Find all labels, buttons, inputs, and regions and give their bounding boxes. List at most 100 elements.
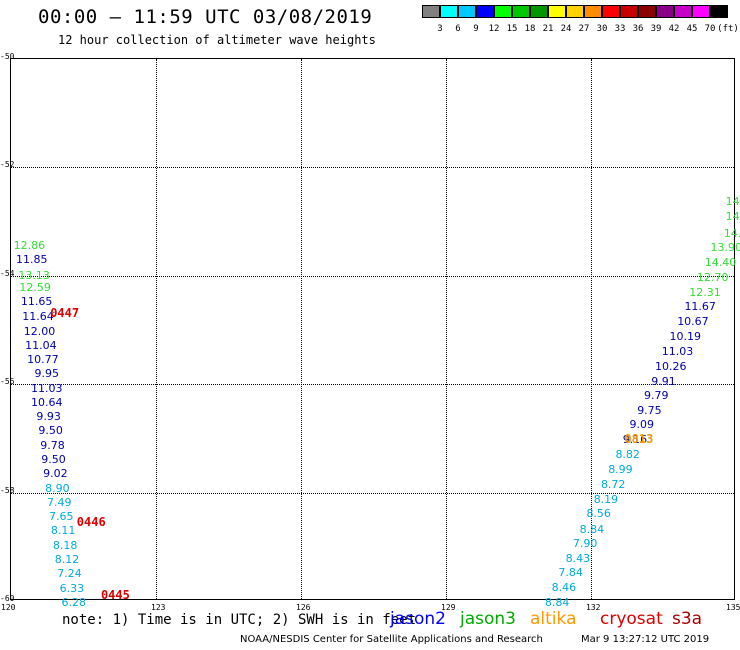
wave-height-value: 7.84 bbox=[558, 566, 583, 580]
color-scale-label: 39 bbox=[650, 24, 662, 34]
legend-jason3: jason3 bbox=[460, 609, 516, 629]
map-plot-area bbox=[10, 58, 735, 600]
color-swatch bbox=[710, 5, 728, 18]
legend-cryosat: cryosat bbox=[600, 609, 663, 629]
pass-time-label: 0813 bbox=[624, 431, 654, 446]
wave-height-value: 12.86 bbox=[13, 239, 46, 253]
wave-height-value: 10.26 bbox=[654, 359, 687, 373]
wave-height-value: 8.43 bbox=[565, 551, 591, 565]
wave-height-value: 8.11 bbox=[50, 524, 76, 538]
color-swatch bbox=[638, 5, 656, 18]
color-swatch bbox=[422, 5, 440, 18]
wave-height-value: 14 bbox=[725, 210, 740, 224]
latitude-label: -60 bbox=[0, 594, 15, 603]
color-scale-label: 15 bbox=[506, 24, 518, 34]
wave-height-value: 8.84 bbox=[544, 596, 570, 610]
wave-height-value: 14 bbox=[725, 195, 740, 209]
color-swatch bbox=[584, 5, 602, 18]
wave-height-value: 9.91 bbox=[651, 374, 676, 388]
wave-height-value: 10.19 bbox=[669, 329, 701, 343]
wave-height-value: 8.90 bbox=[45, 481, 70, 495]
pass-time-label: 0445 bbox=[100, 587, 130, 602]
wave-height-value: 10.77 bbox=[27, 353, 59, 367]
color-swatch bbox=[566, 5, 584, 18]
color-scale-label: 21 bbox=[542, 24, 554, 34]
footer-note: note: 1) Time is in UTC; 2) SWH is in fe… bbox=[62, 612, 417, 628]
latitude-label: -52 bbox=[0, 160, 15, 170]
longitude-label: 123 bbox=[151, 603, 166, 612]
wave-height-value: 11.85 bbox=[16, 253, 48, 267]
color-swatch bbox=[656, 5, 674, 18]
wave-height-value: 10.67 bbox=[677, 315, 709, 329]
longitude-gridline bbox=[591, 59, 592, 599]
wave-height-value: 7.90 bbox=[572, 537, 598, 551]
latitude-label: -58 bbox=[0, 485, 15, 495]
color-scale-label: 70 bbox=[704, 24, 716, 34]
longitude-label: 126 bbox=[296, 603, 311, 612]
color-swatch bbox=[548, 5, 566, 18]
wave-height-value: 8.84 bbox=[579, 522, 605, 536]
color-scale-label: 30 bbox=[596, 24, 608, 34]
latitude-label: -56 bbox=[0, 377, 15, 387]
wave-height-value: 8.56 bbox=[586, 507, 611, 521]
map-subtitle: 12 hour collection of altimeter wave hei… bbox=[58, 33, 376, 47]
wave-height-value: 14.40 bbox=[704, 255, 737, 269]
wave-height-value: 10.64 bbox=[30, 395, 63, 409]
color-swatch bbox=[440, 5, 458, 18]
wave-height-value: 12.70 bbox=[697, 271, 729, 285]
color-swatch bbox=[674, 5, 692, 18]
wave-height-value: 9.95 bbox=[34, 366, 59, 380]
wave-height-value: 7.65 bbox=[48, 510, 74, 524]
latitude-gridline bbox=[11, 384, 734, 386]
color-scale-label: 45 bbox=[686, 24, 698, 34]
wave-height-value: 9.79 bbox=[643, 389, 669, 403]
latitude-label: -54 bbox=[0, 268, 15, 278]
wave-height-value: 11.67 bbox=[684, 300, 716, 314]
wave-height-value: 12.59 bbox=[19, 280, 51, 294]
color-swatch bbox=[692, 5, 710, 18]
credit-text: NOAA/NESDIS Center for Satellite Applica… bbox=[240, 634, 543, 645]
wave-height-value: 9.09 bbox=[629, 418, 654, 432]
wave-height-value: 8.72 bbox=[600, 478, 626, 492]
map-title: 00:00 – 11:59 UTC 03/08/2019 bbox=[38, 6, 373, 28]
wave-height-value: 11.65 bbox=[20, 295, 53, 309]
legend-altika: altika bbox=[530, 609, 577, 629]
wave-height-value: 11.03 bbox=[30, 381, 63, 395]
wave-height-value: 7.49 bbox=[47, 495, 72, 509]
legend-jason2: jason2 bbox=[390, 609, 446, 629]
color-scale-label: 36 bbox=[632, 24, 644, 34]
color-scale-label: 12 bbox=[488, 24, 500, 34]
timestamp-text: Mar 9 13:27:12 UTC 2019 bbox=[581, 634, 710, 645]
longitude-label: 129 bbox=[441, 603, 456, 612]
color-swatch bbox=[494, 5, 512, 18]
wave-height-value: 7.24 bbox=[57, 566, 82, 580]
wave-height-value: 11.04 bbox=[25, 338, 57, 352]
color-swatch bbox=[620, 5, 638, 18]
wave-height-value: 12.31 bbox=[689, 285, 721, 299]
latitude-gridline bbox=[11, 275, 734, 277]
color-scale-label: 24 bbox=[560, 24, 572, 34]
wave-height-value: 6.28 bbox=[61, 595, 87, 609]
pass-time-label: 0446 bbox=[76, 515, 106, 530]
wave-height-value: 9.78 bbox=[40, 439, 65, 453]
wave-height-value: 11.03 bbox=[661, 344, 694, 358]
color-swatch bbox=[530, 5, 548, 18]
longitude-gridline bbox=[156, 59, 157, 599]
wave-height-value: 14. bbox=[723, 226, 740, 240]
wave-height-value: 8.46 bbox=[551, 581, 577, 595]
wave-height-value: 13.90 bbox=[710, 240, 740, 254]
color-scale-label: 6 bbox=[455, 24, 461, 34]
longitude-gridline bbox=[446, 59, 447, 599]
wave-height-value: 8.18 bbox=[52, 538, 78, 552]
color-scale-label: 27 bbox=[578, 24, 590, 34]
color-scale-label: 33 bbox=[614, 24, 626, 34]
wave-height-value: 9.16 bbox=[622, 433, 648, 447]
color-scale-label: (ft) bbox=[717, 24, 739, 34]
color-scale-label: 3 bbox=[437, 24, 443, 34]
wave-height-value: 9.50 bbox=[41, 453, 66, 467]
color-swatch bbox=[602, 5, 620, 18]
color-swatch bbox=[512, 5, 530, 18]
wave-height-value: 11.64 bbox=[22, 309, 54, 323]
color-scale-label: 18 bbox=[524, 24, 536, 34]
